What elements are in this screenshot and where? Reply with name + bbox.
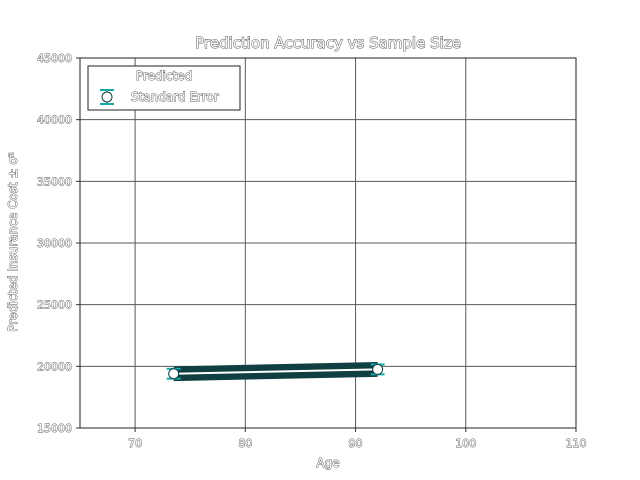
x-tick-label: 110 [566, 437, 587, 450]
y-tick-label: 20000 [37, 360, 72, 373]
legend-marker-icon [100, 89, 114, 105]
y-tick-label: 15000 [37, 422, 72, 435]
x-tick-label: 90 [349, 437, 363, 450]
y-tick-label: 45000 [37, 52, 72, 65]
legend-entry-label: Standard Error [131, 90, 219, 104]
data-point [168, 368, 180, 380]
axes: 70 80 90 100 110 15000 20000 25000 30000 35000 400… [37, 52, 587, 451]
x-tick-label: 100 [455, 437, 476, 450]
x-tick-label: 70 [128, 437, 142, 450]
series-layer [166, 362, 385, 382]
plot-frame [79, 57, 577, 429]
y-tick-label: 30000 [37, 237, 72, 250]
data-point [372, 363, 384, 375]
x-axis-label: Age [316, 456, 339, 470]
legend-title: Predicted [136, 69, 192, 83]
x-tick-label: 80 [238, 437, 252, 450]
chart-title: Prediction Accuracy vs Sample Size [195, 34, 461, 52]
y-tick-label: 35000 [37, 175, 72, 188]
legend-box [87, 65, 241, 111]
y-tick-label: 40000 [37, 114, 72, 127]
series-line [173, 368, 378, 375]
y-axis-label: Predicted Insurance Cost ± σ² [6, 152, 20, 332]
y-tick-label: 25000 [37, 299, 72, 312]
legend: Predicted Standard Error [87, 65, 241, 111]
